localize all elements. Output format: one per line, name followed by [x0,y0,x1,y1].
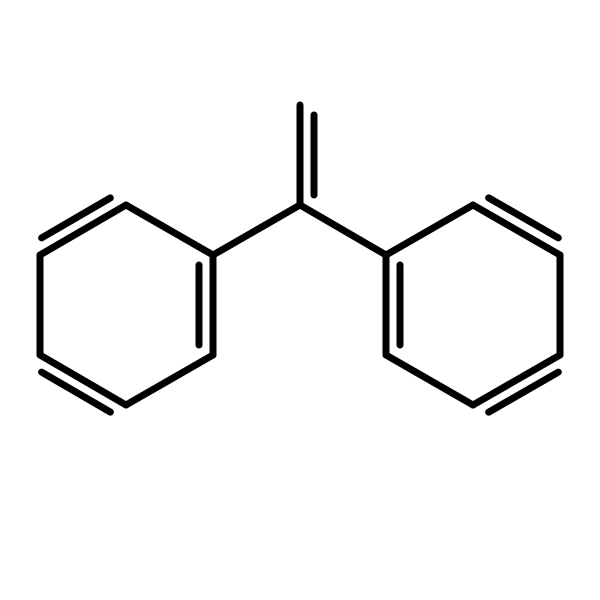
bond-line [386,205,473,255]
bond-line [126,355,213,405]
bond-line [213,205,300,255]
molecule-diagram [0,0,600,600]
bond-line [386,355,473,405]
bonds-group [40,105,560,412]
bond-line [126,205,213,255]
bond-line [300,205,386,255]
